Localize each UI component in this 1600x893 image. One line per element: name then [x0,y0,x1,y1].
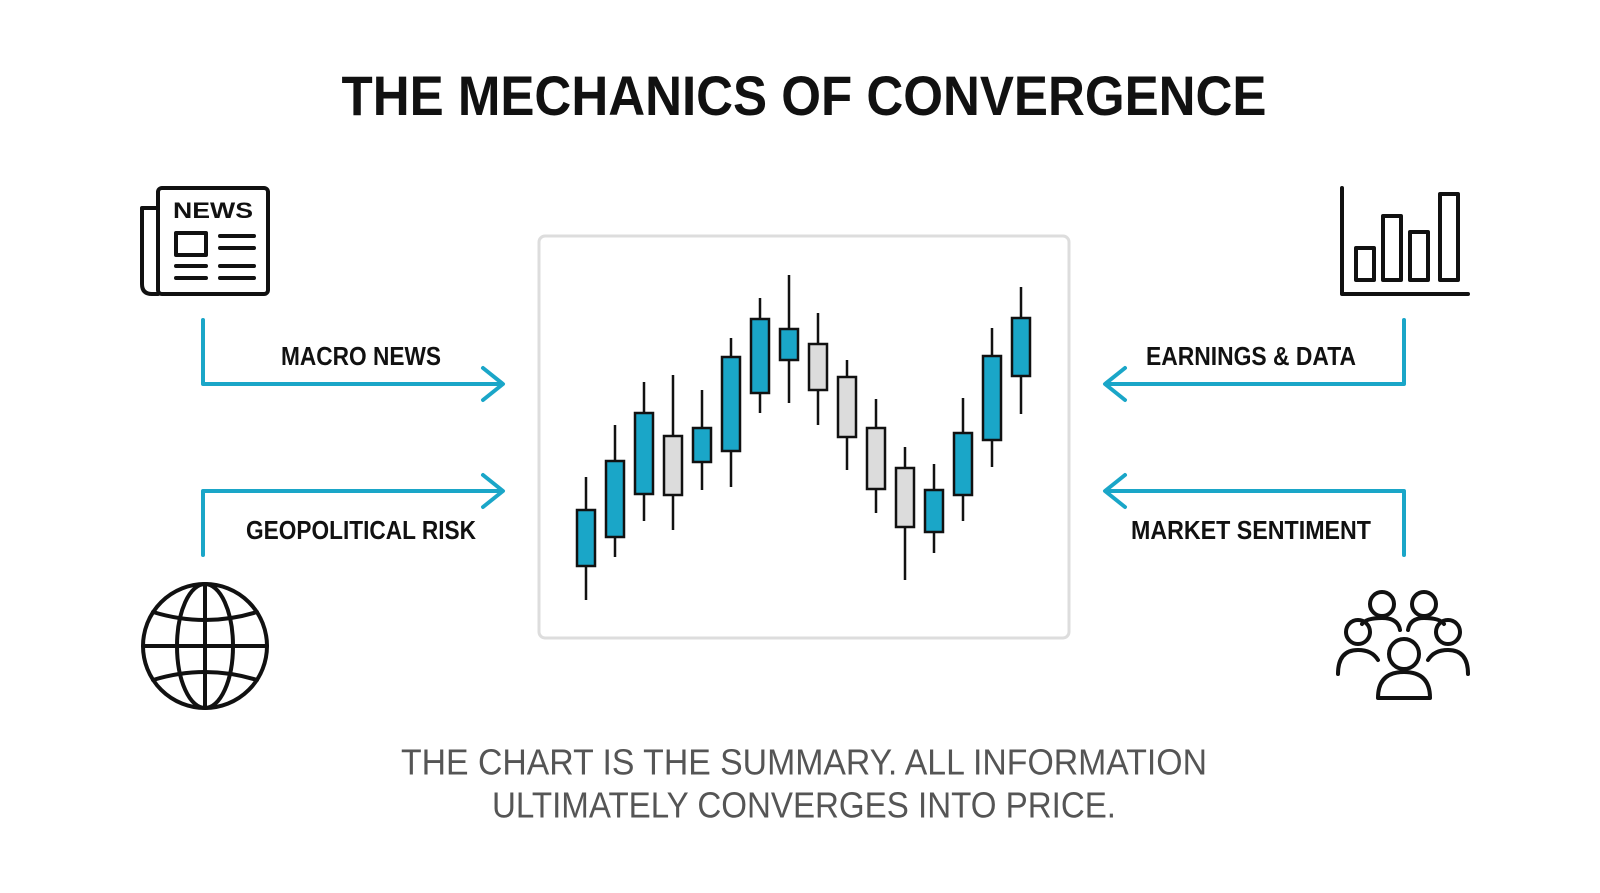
arrows [201,318,1406,557]
bar-chart-icon [1340,186,1470,296]
input-label: MACRO NEWS [281,341,441,371]
news-icon-label: NEWS [173,198,253,223]
news-icon [140,186,270,296]
input-label: GEOPOLITICAL RISK [246,515,476,545]
input-label: MARKET SENTIMENT [1131,515,1371,545]
globe-icon [141,582,269,710]
input-label: EARNINGS & DATA [1146,341,1356,371]
people-icon [1336,590,1470,700]
arrow [1103,473,1406,557]
candlesticks [575,275,1032,600]
caption-line: ULTIMATELY CONVERGES INTO PRICE. [492,785,1116,826]
chart-panel [537,234,1071,640]
title: THE MECHANICS OF CONVERGENCE [342,64,1267,127]
arrow [1103,318,1406,402]
arrow [201,318,505,402]
arrow [201,473,505,557]
caption-line: THE CHART IS THE SUMMARY. ALL INFORMATIO… [401,742,1207,783]
